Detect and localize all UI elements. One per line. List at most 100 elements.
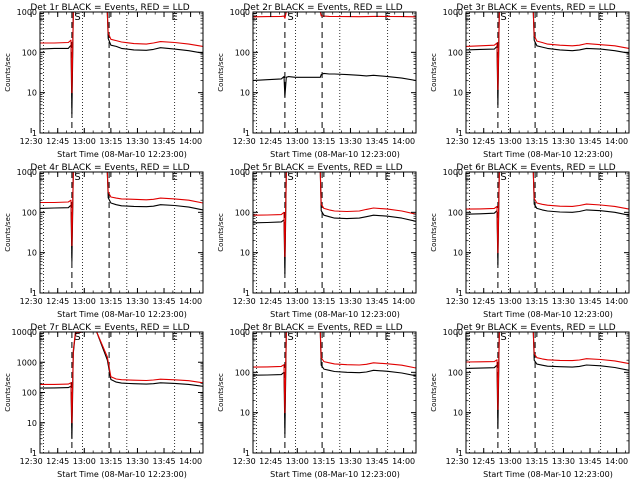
plot-frame xyxy=(39,171,204,294)
plot-frame xyxy=(252,331,417,454)
y-axis-label: Counts/sec xyxy=(4,373,12,412)
x-tick-label: 12:45 xyxy=(259,297,282,306)
x-tick-label: 12:30 xyxy=(20,297,43,306)
x-axis-label: Start Time (08-Mar-10 12:23:00) xyxy=(270,150,400,159)
x-tick-label: 12:45 xyxy=(472,297,495,306)
x-tick-label: 13:45 xyxy=(365,137,388,146)
event-marker-label: S xyxy=(500,172,506,183)
event-marker-label: S xyxy=(287,172,293,183)
x-tick-label: 13:15 xyxy=(99,297,122,306)
x-tick-label: 13:00 xyxy=(73,457,96,466)
detector-panel-4: Det 4r BLACK = Events, RED = LLD Counts/s… xyxy=(0,160,213,320)
y-axis-label: Counts/sec xyxy=(217,213,225,252)
y-tick-label: 10 xyxy=(453,249,463,258)
x-tick-label: 12:30 xyxy=(20,457,43,466)
y-tick-label: 100 xyxy=(22,208,37,217)
y-axis-label: Counts/sec xyxy=(4,213,12,252)
y-tick-label: 1000 xyxy=(17,358,37,367)
event-marker-label: E xyxy=(597,12,603,23)
detector-panel-2: Det 2r BLACK = Events, RED = LLD Counts/s… xyxy=(213,0,426,160)
event-marker-label: E xyxy=(171,12,177,23)
y-tick-label: 10000 xyxy=(12,328,37,337)
series-line-lld xyxy=(465,11,630,91)
x-tick-label: 13:00 xyxy=(73,137,96,146)
y-tick-label: 1000 xyxy=(230,8,250,17)
plot-frame xyxy=(465,171,630,294)
y-axis-label: Counts/sec xyxy=(430,373,438,412)
chart-svg: Det 4r BLACK = Events, RED = LLD Counts/s… xyxy=(4,163,204,319)
event-marker-label: E xyxy=(171,172,177,183)
chart-svg: Det 6r BLACK = Events, RED = LLD Counts/s… xyxy=(430,163,630,319)
event-marker-label: S xyxy=(74,12,80,23)
event-marker-label: E xyxy=(38,172,44,183)
chart-svg: Det 7r BLACK = Events, RED = LLD Counts/s… xyxy=(4,323,204,479)
detector-panel-7: Det 7r BLACK = Events, RED = LLD Counts/s… xyxy=(0,320,213,480)
x-tick-label: 13:45 xyxy=(152,297,175,306)
x-tick-label: 13:45 xyxy=(152,457,175,466)
y-tick-label: 100 xyxy=(22,389,37,398)
x-axis-label: Start Time (08-Mar-10 12:23:00) xyxy=(57,310,187,319)
x-tick-label: 13:45 xyxy=(152,137,175,146)
x-tick-label: 12:30 xyxy=(20,137,43,146)
event-marker-label: E xyxy=(38,332,44,343)
x-tick-label: 14:00 xyxy=(179,137,202,146)
series-line-events xyxy=(252,331,417,435)
x-tick-label: 14:00 xyxy=(605,297,628,306)
chart-svg: Det 3r BLACK = Events, RED = LLD Counts/s… xyxy=(430,3,630,159)
plot-frame xyxy=(465,331,630,454)
event-marker-label: E xyxy=(251,12,257,23)
series-line-events xyxy=(39,331,204,440)
detector-panel-6: Det 6r BLACK = Events, RED = LLD Counts/s… xyxy=(426,160,639,320)
y-tick-label: 1000 xyxy=(17,8,37,17)
x-tick-label: 13:15 xyxy=(99,137,122,146)
x-tick-label: 13:45 xyxy=(578,457,601,466)
y-tick-label: 10 xyxy=(27,89,37,98)
x-tick-label: 13:45 xyxy=(578,137,601,146)
chart-svg: Det 8r BLACK = Events, RED = LLD Counts/s… xyxy=(217,323,417,479)
y-axis-label: Counts/sec xyxy=(4,53,12,92)
y-tick-label: 1 xyxy=(32,129,37,138)
chart-svg: Det 2r BLACK = Events, RED = LLD Counts/s… xyxy=(217,3,417,159)
chart-title: Det 1r BLACK = Events, RED = LLD xyxy=(30,3,189,13)
series-line-lld xyxy=(252,331,417,414)
detector-panel-9: Det 9r BLACK = Events, RED = LLD Counts/s… xyxy=(426,320,639,480)
x-tick-label: 13:45 xyxy=(578,297,601,306)
y-tick-label: 10 xyxy=(27,419,37,428)
y-tick-label: 100 xyxy=(448,368,463,377)
chart-title: Det 7r BLACK = Events, RED = LLD xyxy=(30,323,189,333)
y-tick-label: 100 xyxy=(448,48,463,57)
chart-title: Det 2r BLACK = Events, RED = LLD xyxy=(243,3,402,13)
y-tick-label: 1 xyxy=(32,449,37,458)
x-tick-label: 14:00 xyxy=(605,457,628,466)
x-tick-label: 14:00 xyxy=(605,137,628,146)
x-tick-label: 12:45 xyxy=(46,297,69,306)
x-tick-label: 13:30 xyxy=(339,297,362,306)
detector-panel-3: Det 3r BLACK = Events, RED = LLD Counts/s… xyxy=(426,0,639,160)
x-tick-label: 12:30 xyxy=(233,297,256,306)
x-tick-label: 12:30 xyxy=(233,137,256,146)
y-tick-label: 10 xyxy=(240,89,250,98)
y-tick-label: 100 xyxy=(22,48,37,57)
x-tick-label: 13:45 xyxy=(365,457,388,466)
series-line-events xyxy=(465,11,630,106)
chart-svg: Det 5r BLACK = Events, RED = LLD Counts/s… xyxy=(217,163,417,319)
event-marker-label: E xyxy=(384,172,390,183)
detector-panel-1: Det 1r BLACK = Events, RED = LLD Counts/s… xyxy=(0,0,213,160)
x-tick-label: 13:30 xyxy=(339,137,362,146)
y-tick-label: 100 xyxy=(235,368,250,377)
y-axis-label: Counts/sec xyxy=(217,53,225,92)
x-tick-label: 13:15 xyxy=(312,137,335,146)
y-tick-label: 1 xyxy=(458,129,463,138)
event-marker-label: E xyxy=(597,172,603,183)
x-tick-label: 13:00 xyxy=(286,297,309,306)
y-tick-label: 10 xyxy=(453,409,463,418)
x-tick-label: 12:45 xyxy=(472,457,495,466)
x-tick-label: 13:00 xyxy=(499,137,522,146)
detector-panel-5: Det 5r BLACK = Events, RED = LLD Counts/s… xyxy=(213,160,426,320)
chart-title: Det 8r BLACK = Events, RED = LLD xyxy=(243,323,402,333)
series-line-lld xyxy=(40,11,204,94)
x-tick-label: 13:30 xyxy=(126,457,149,466)
x-tick-label: 13:15 xyxy=(525,297,548,306)
event-marker-label: E xyxy=(597,332,603,343)
